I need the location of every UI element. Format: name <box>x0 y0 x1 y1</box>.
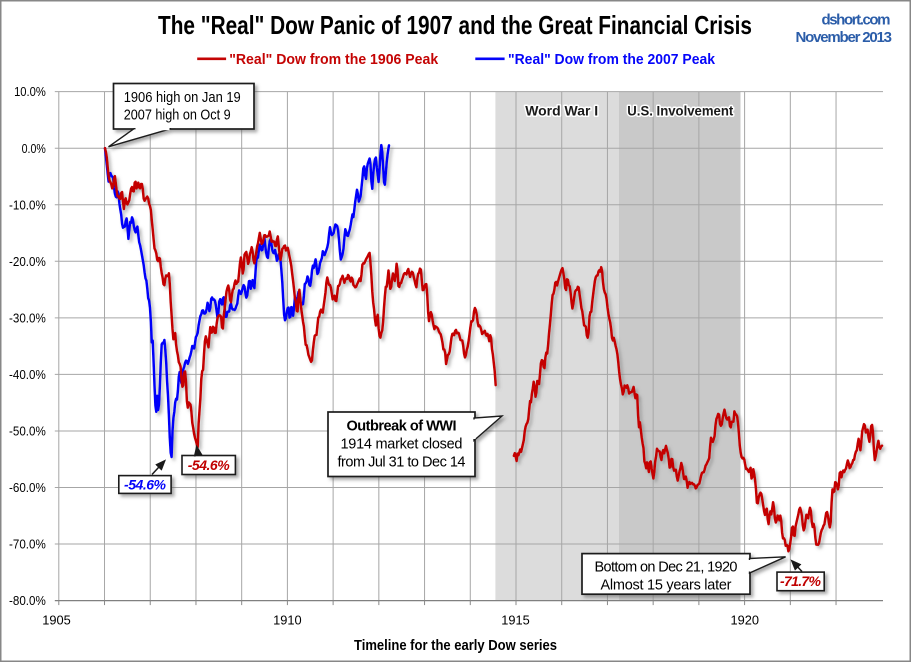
svg-text:dshort.com: dshort.com <box>822 12 891 29</box>
svg-text:-80.0%: -80.0% <box>9 593 46 608</box>
svg-text:The "Real" Dow Panic of 1907 a: The "Real" Dow Panic of 1907 and the Gre… <box>158 10 752 40</box>
svg-text:0.0%: 0.0% <box>22 141 47 156</box>
svg-text:-60.0%: -60.0% <box>9 480 46 495</box>
svg-text:1915: 1915 <box>501 612 530 627</box>
svg-text:1910: 1910 <box>273 612 302 627</box>
svg-text:-54.6%: -54.6% <box>188 457 231 473</box>
svg-text:-30.0%: -30.0% <box>9 311 46 326</box>
svg-text:Timeline for the early Dow ser: Timeline for the early Dow series <box>354 637 557 654</box>
svg-text:November 2013: November 2013 <box>796 29 893 46</box>
svg-text:1920: 1920 <box>731 612 760 627</box>
svg-text:-50.0%: -50.0% <box>9 424 46 439</box>
svg-text:-71.7%: -71.7% <box>780 573 822 589</box>
svg-text:10.0%: 10.0% <box>14 84 46 99</box>
svg-text:-70.0%: -70.0% <box>9 537 46 552</box>
svg-text:"Real" Dow from the 2007 Peak: "Real" Dow from the 2007 Peak <box>508 51 716 68</box>
svg-text:Almost 15 years later: Almost 15 years later <box>601 578 732 594</box>
svg-text:Bottom on Dec 21, 1920: Bottom on Dec 21, 1920 <box>595 560 738 576</box>
svg-text:-20.0%: -20.0% <box>9 254 46 269</box>
svg-text:"Real" Dow from the 1906 Peak: "Real" Dow from the 1906 Peak <box>229 51 439 68</box>
svg-text:1914 market closed: 1914 market closed <box>341 437 463 453</box>
svg-text:2007 high on Oct 9: 2007 high on Oct 9 <box>124 108 231 124</box>
svg-text:1905: 1905 <box>42 612 71 627</box>
svg-text:-10.0%: -10.0% <box>9 197 46 212</box>
svg-text:from Jul 31 to Dec 14: from Jul 31 to Dec 14 <box>338 455 466 471</box>
svg-text:Outbreak of WWI: Outbreak of WWI <box>347 419 457 435</box>
svg-text:Word War I: Word War I <box>525 102 598 118</box>
svg-text:-54.6%: -54.6% <box>124 476 167 492</box>
svg-text:1906 high on Jan 19: 1906 high on Jan 19 <box>124 90 241 106</box>
svg-text:U.S. Involvement: U.S. Involvement <box>627 102 733 118</box>
svg-text:-40.0%: -40.0% <box>9 367 46 382</box>
